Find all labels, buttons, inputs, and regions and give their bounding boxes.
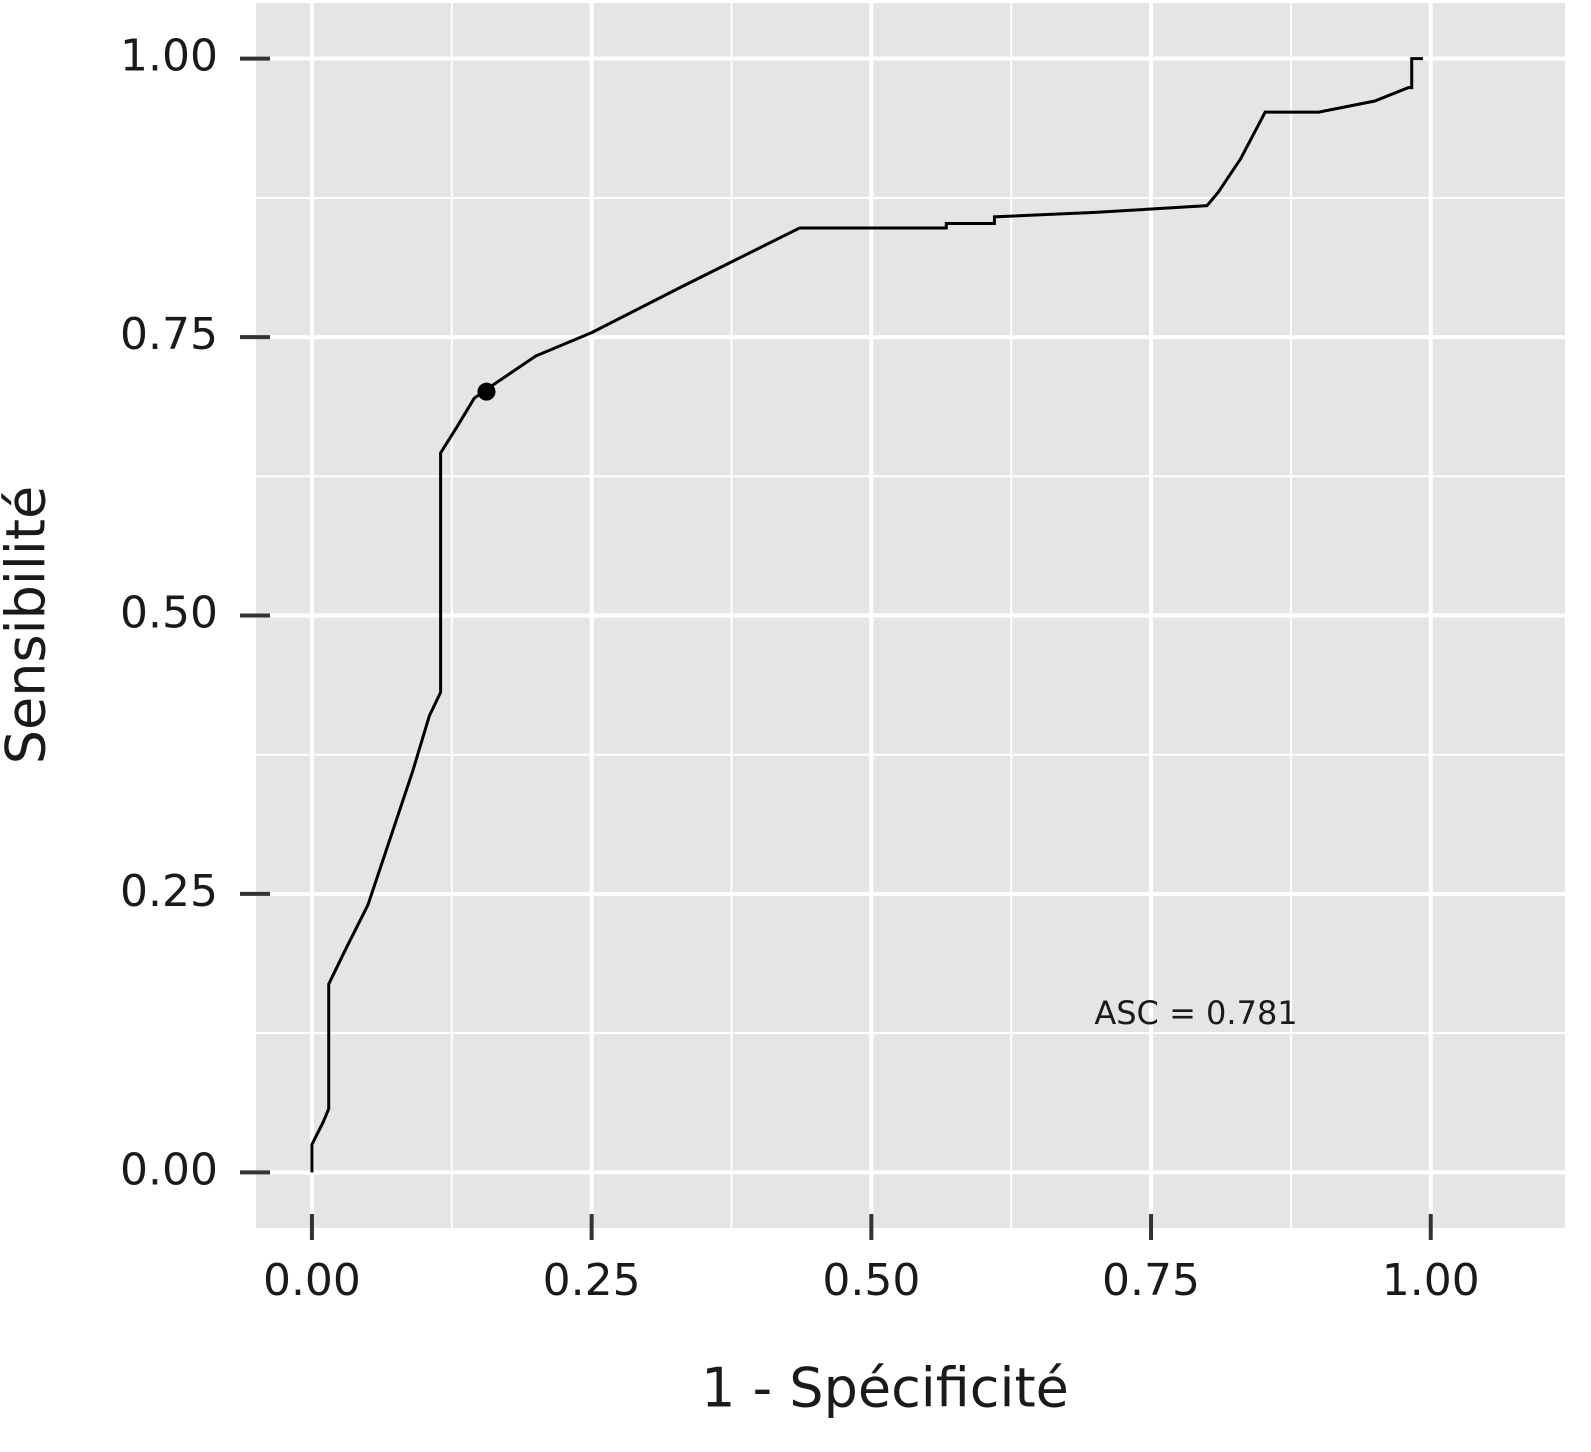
annotation: ASC = 0.781 bbox=[1094, 994, 1297, 1032]
y-axis-title: Sensibilité bbox=[0, 486, 58, 765]
x-tick-label: 0.25 bbox=[543, 1255, 641, 1306]
y-tick-label: 1.00 bbox=[120, 31, 218, 82]
x-tick-label: 0.75 bbox=[1102, 1255, 1200, 1306]
x-tick-label: 0.50 bbox=[822, 1255, 920, 1306]
x-tick-label: 0.00 bbox=[263, 1255, 361, 1306]
point bbox=[477, 382, 496, 401]
y-tick-label: 0.50 bbox=[120, 588, 218, 639]
y-tick-label: 0.25 bbox=[120, 866, 218, 917]
roc-curve bbox=[310, 57, 1423, 1173]
y-tick-label: 0.75 bbox=[120, 309, 218, 360]
x-tick-label: 1.00 bbox=[1382, 1255, 1480, 1306]
y-tick-label: 0.00 bbox=[120, 1144, 218, 1195]
x-axis-title: 1 - Spécificité bbox=[701, 1357, 1069, 1420]
